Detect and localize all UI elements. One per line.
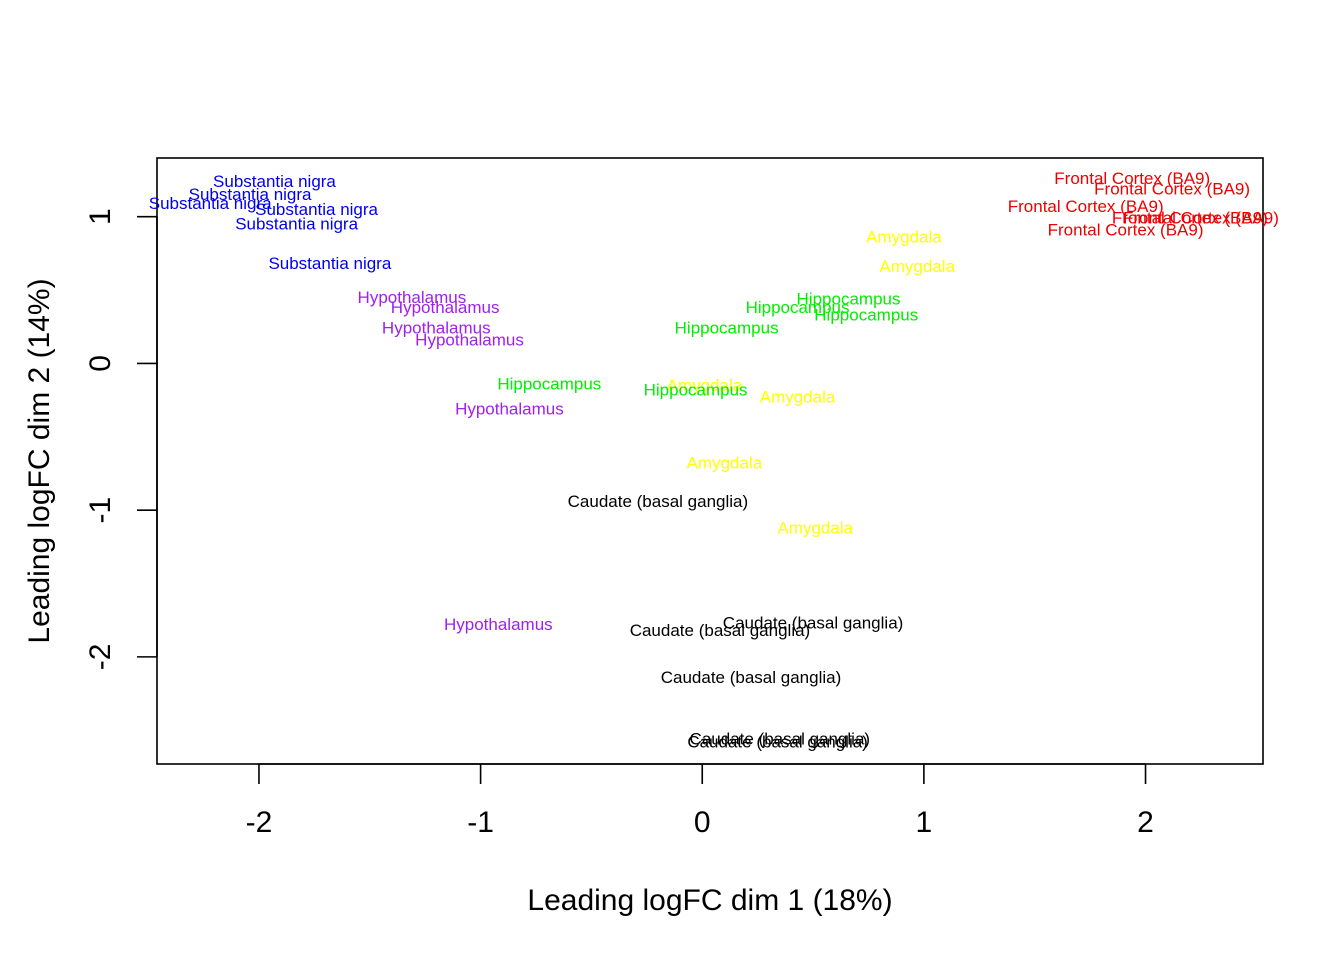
point-label: Frontal Cortex (BA9) [1048,220,1204,239]
point-label: Amygdala [667,376,743,395]
y-axis-title: Leading logFC dim 2 (14%) [23,278,56,643]
x-tick-label: 1 [916,806,933,839]
point-label: Caudate (basal ganglia) [687,732,868,751]
y-tick-label: 0 [84,355,117,372]
x-tick-label: 2 [1137,806,1154,839]
point-label: Hypothalamus [382,319,491,338]
x-tick-label: 0 [694,806,711,839]
point-label: Amygdala [879,257,955,276]
y-tick-label: -1 [84,497,117,524]
point-label: Frontal Cortex (BA9) [1094,179,1250,198]
point-label: Frontal Cortex (BA9) [1123,209,1279,228]
point-label: Amygdala [866,228,942,247]
point-label: Substantia nigra [268,254,391,273]
point-label: Hypothalamus [391,298,500,317]
point-label: Substantia nigra [235,215,358,234]
point-label: Hippocampus [644,380,748,399]
x-tick-label: -2 [246,806,273,839]
point-label: Substantia nigra [213,172,336,191]
point-label: Amygdala [777,518,853,537]
point-label: Substantia nigra [255,200,378,219]
y-tick-label: 1 [84,208,117,225]
point-label: Hypothalamus [358,288,467,307]
point-label: Frontal Cortex (BA9) [1112,209,1268,228]
point-label: Hypothalamus [415,330,524,349]
x-axis-title: Leading logFC dim 1 (18%) [527,884,892,917]
point-label: Amygdala [687,454,763,473]
point-label: Caudate (basal ganglia) [630,621,811,640]
x-tick-label: -1 [467,806,494,839]
point-label: Caudate (basal ganglia) [568,492,749,511]
point-label: Hippocampus [746,298,850,317]
point-label: Hippocampus [675,319,779,338]
point-label: Substantia nigra [149,194,272,213]
point-label: Substantia nigra [189,185,312,204]
point-label: Hippocampus [814,306,918,325]
point-label: Frontal Cortex (BA9) [1054,169,1210,188]
point-label: Caudate (basal ganglia) [723,614,904,633]
point-label: Caudate (basal ganglia) [690,730,871,749]
point-label: Frontal Cortex (BA9) [1008,197,1164,216]
point-label: Hypothalamus [455,399,564,418]
point-label: Amygdala [760,388,836,407]
x-axis: -2 -1 0 1 2 [246,763,1154,839]
point-label: Hippocampus [497,374,601,393]
point-label: Hippocampus [797,289,901,308]
y-axis: -2 -1 0 1 [84,208,158,671]
point-label: Caudate (basal ganglia) [661,668,842,687]
point-label: Hypothalamus [444,615,553,634]
y-tick-label: -2 [84,644,117,671]
